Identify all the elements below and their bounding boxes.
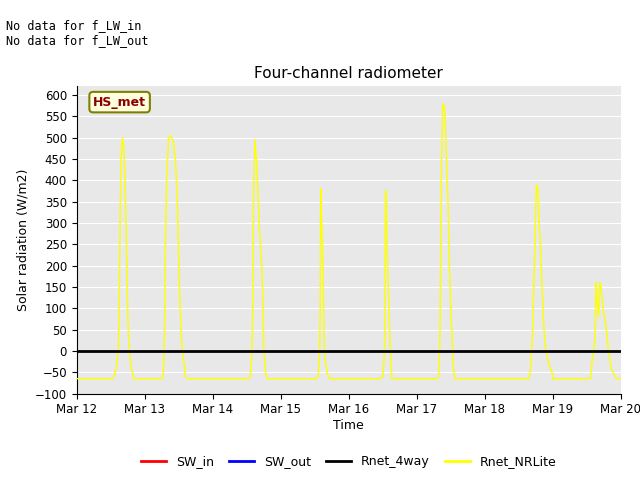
Y-axis label: Solar radiation (W/m2): Solar radiation (W/m2) bbox=[17, 169, 29, 311]
X-axis label: Time: Time bbox=[333, 419, 364, 432]
Text: HS_met: HS_met bbox=[93, 96, 146, 108]
Text: No data for f_LW_in
No data for f_LW_out: No data for f_LW_in No data for f_LW_out bbox=[6, 19, 149, 47]
Title: Four-channel radiometer: Four-channel radiometer bbox=[254, 66, 444, 81]
Legend: SW_in, SW_out, Rnet_4way, Rnet_NRLite: SW_in, SW_out, Rnet_4way, Rnet_NRLite bbox=[136, 450, 561, 473]
